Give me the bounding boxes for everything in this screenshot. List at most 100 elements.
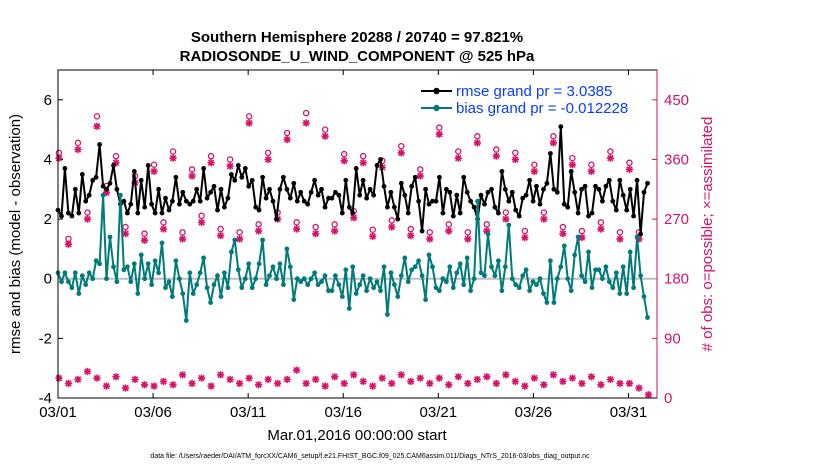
y-axis-ticks: -4 -2 0 2 4 6 [39, 92, 63, 407]
bias-point [156, 270, 162, 276]
rmse-point [180, 189, 186, 195]
obs-assimilated-marker [140, 236, 149, 244]
obs-assimilated-marker [464, 235, 472, 243]
bias-point [537, 276, 543, 282]
rmse-point [412, 174, 418, 180]
bias-point [270, 264, 276, 270]
bias-point [277, 261, 283, 267]
bias-point [204, 285, 210, 291]
rmse-point [485, 189, 491, 195]
obs-assimilated-marker [350, 214, 358, 222]
obs-assimilated-marker [283, 375, 291, 384]
bias-point [624, 291, 630, 296]
rmse-point [492, 204, 498, 210]
obs-assimilated-marker [426, 235, 434, 243]
rmse-point [319, 186, 324, 192]
bias-point [541, 291, 546, 296]
bias-point [131, 261, 137, 267]
rmse-point [135, 210, 141, 216]
obs-possible-marker [312, 223, 319, 231]
obs-assimilated-marker [121, 384, 130, 392]
bias-point [464, 255, 470, 261]
obs-possible-marker [626, 159, 633, 167]
bias-point [450, 285, 456, 291]
rmse-point [291, 180, 297, 186]
obs-assimilated-marker [502, 371, 510, 379]
obs-assimilated-marker [188, 172, 196, 180]
y-axis-label: rmse and bias (model - observation) [7, 114, 24, 354]
bias-point [239, 285, 245, 291]
bias-point [392, 282, 397, 288]
bias-point [430, 264, 435, 270]
obs-possible-marker [217, 225, 224, 233]
obs-assimilated-marker [416, 172, 424, 180]
obs-assimilated-marker [568, 161, 576, 169]
obs-possible-marker [74, 139, 82, 147]
obs-assimilated-marker [435, 374, 443, 382]
obs-assimilated-marker [197, 374, 206, 382]
y-tick-label: -4 [39, 390, 52, 407]
bias-point [409, 267, 415, 273]
rmse-point [260, 174, 265, 180]
obs-assimilated-marker [293, 366, 301, 374]
legend-rmse-marker [433, 87, 440, 95]
bias-point [145, 261, 151, 267]
obs-possible-marker [436, 124, 443, 131]
rmse-point [100, 183, 106, 189]
rmse-point [62, 166, 68, 171]
rmse-point [575, 210, 581, 216]
bias-point [163, 285, 168, 291]
obs-assimilated-marker [236, 379, 244, 388]
bias-point [135, 291, 141, 296]
bias-point [253, 276, 259, 282]
bias-point [83, 282, 89, 288]
rmse-point [551, 186, 557, 192]
bias-point [426, 252, 432, 258]
bias-point [90, 276, 96, 282]
rmse-point [641, 189, 647, 195]
bias-point [86, 270, 92, 276]
rmse-point [59, 213, 64, 219]
x-tick-label: 03/01 [39, 404, 77, 421]
obs-assimilated-marker [178, 371, 187, 379]
rmse-point [516, 213, 522, 219]
bias-point [298, 279, 304, 285]
rmse-point [131, 169, 137, 174]
bias-point [329, 288, 335, 294]
bias-point [301, 276, 307, 282]
obs-assimilated-marker [274, 379, 282, 388]
bias-point [374, 279, 380, 285]
bias-point [114, 279, 120, 285]
obs-assimilated-marker [625, 379, 634, 388]
obs-assimilated-marker [606, 375, 615, 384]
rmse-point [346, 204, 352, 210]
rmse-point [457, 210, 463, 216]
rmse-point [360, 177, 366, 183]
rmse-point [190, 198, 196, 204]
rmse-point [336, 192, 342, 198]
rmse-point [541, 186, 546, 192]
data-file-footer: data file: /Users/raeder/DAI/ATM_forcXX/… [150, 453, 590, 460]
obs-assimilated-marker [159, 225, 168, 233]
obs-possible-marker [540, 209, 548, 216]
bias-point [287, 264, 293, 270]
obs-possible-marker [417, 166, 424, 173]
bias-point [350, 264, 356, 270]
bias-point [575, 234, 581, 240]
rmse-point [284, 186, 290, 192]
y-right-axis-ticks: 0 90 180 270 360 450 [652, 92, 689, 407]
rmse-point [239, 174, 245, 180]
rmse-point [281, 174, 286, 180]
obs-possible-marker [198, 212, 205, 220]
rmse-point [121, 198, 127, 204]
bias-point [232, 237, 238, 243]
bias-point [516, 285, 522, 291]
obs-assimilated-marker [93, 122, 101, 130]
rmse-point [66, 210, 71, 216]
obs-assimilated-marker [511, 155, 519, 164]
rmse-point [593, 183, 598, 189]
rmse-point [343, 177, 349, 183]
bias-point [582, 279, 588, 285]
rmse-point [194, 186, 200, 192]
bias-point [215, 273, 220, 279]
